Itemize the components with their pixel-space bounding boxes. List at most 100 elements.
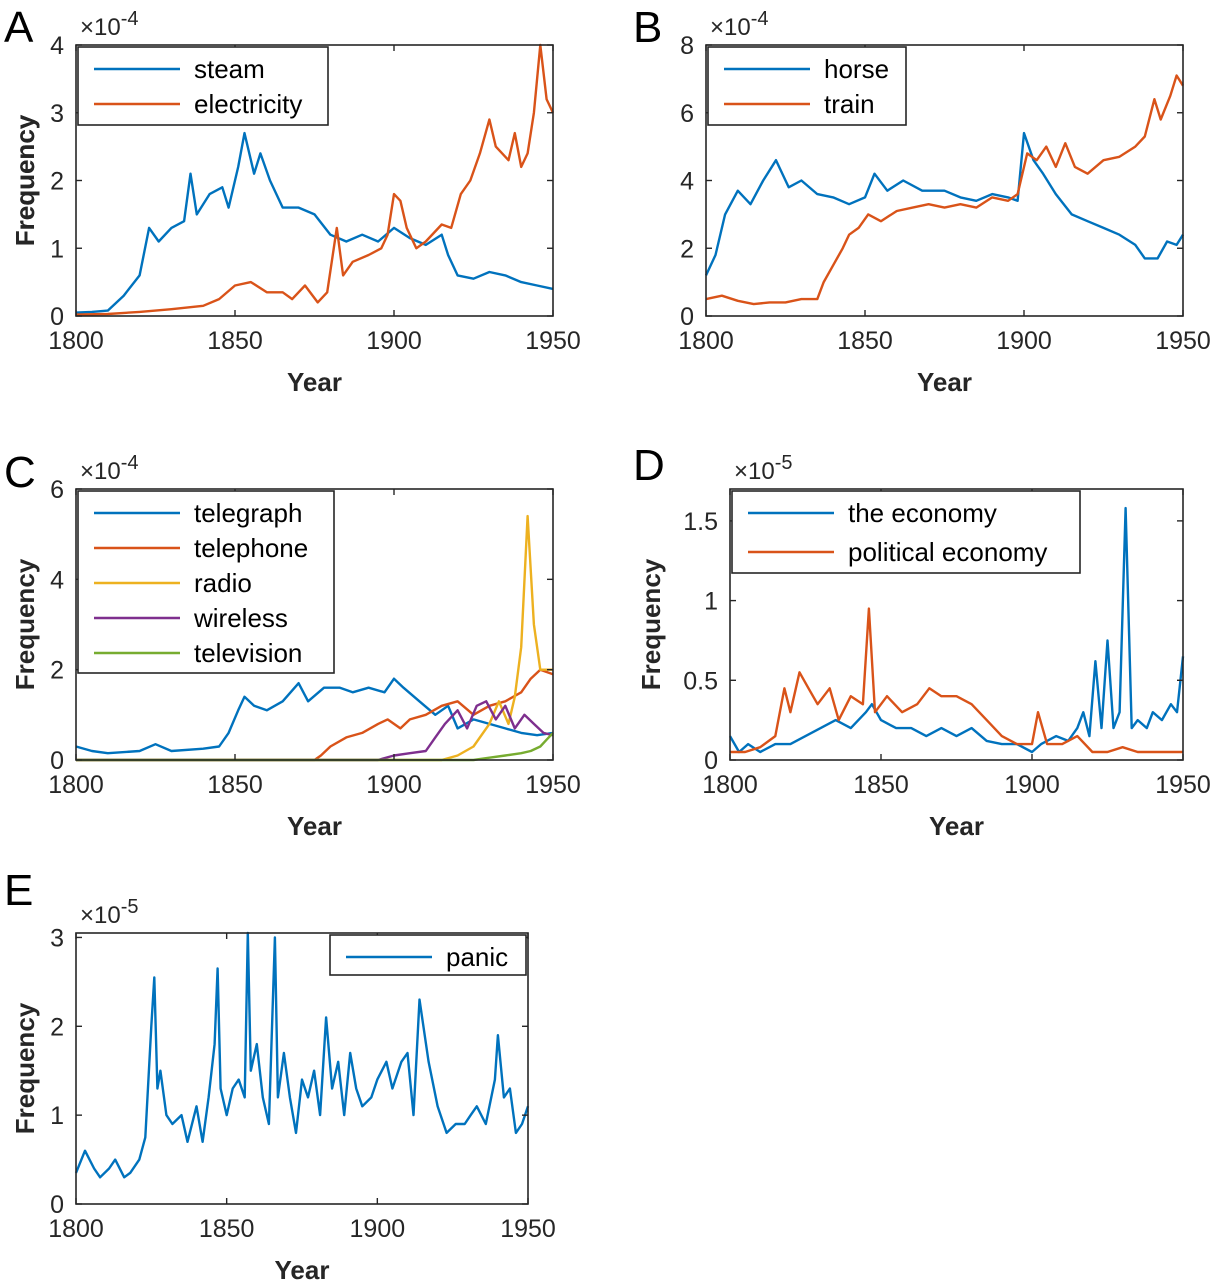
axis-exponent-power: -4 xyxy=(121,452,139,474)
x-tick-label: 1850 xyxy=(207,327,263,355)
legend-label-telephone: telephone xyxy=(194,533,308,563)
x-tick-label: 1950 xyxy=(525,771,581,799)
axes-box xyxy=(75,488,554,761)
y-tick-label: 2 xyxy=(50,168,64,196)
y-tick-label: 0 xyxy=(680,303,694,331)
y-axis-label: Frequency xyxy=(10,114,40,246)
panel-d: D 1800 1850 1900 1950 0 0.5 1 1.5 ×10-5 Year Freque… xyxy=(633,441,1211,841)
y-tick-label: 0 xyxy=(50,747,64,775)
legend-label-horse: horse xyxy=(824,54,889,84)
legend-label-radio: radio xyxy=(194,568,252,598)
panel-e: E 1800 1850 1900 1950 0 1 2 3 ×10-5 Year Frequency p… xyxy=(4,866,556,1280)
y-tick-label: 2 xyxy=(680,235,694,263)
legend-label-the-economy: the economy xyxy=(848,498,997,528)
x-tick-label: 1900 xyxy=(366,327,422,355)
axis-exponent-power: -5 xyxy=(121,896,139,918)
y-tick-label: 2 xyxy=(50,657,64,685)
axis-exponent: ×10-4 xyxy=(710,8,769,41)
legend-label-wireless: wireless xyxy=(193,603,288,633)
series-lines xyxy=(75,43,555,316)
y-tick-label: 0 xyxy=(50,303,64,331)
x-tick-label: 1800 xyxy=(48,1215,104,1243)
panel-letter: E xyxy=(4,866,33,915)
y-tick-label: 1 xyxy=(50,1102,64,1130)
legend-label-political-economy: political economy xyxy=(848,537,1047,567)
axis-exponent: ×10-5 xyxy=(80,896,139,929)
legend-box xyxy=(329,934,527,976)
legend-label-train: train xyxy=(824,89,875,119)
y-axis-label: Frequency xyxy=(10,558,40,690)
legend: telegraph telephone radio wireless televisio… xyxy=(77,490,335,674)
series-line-radio xyxy=(76,514,553,762)
y-tick-label: 3 xyxy=(50,924,64,952)
x-tick-label: 1950 xyxy=(1155,327,1211,355)
y-tick-label: 4 xyxy=(50,566,64,594)
legend-box xyxy=(707,46,907,126)
series-line-political-economy xyxy=(730,607,1183,754)
legend-label-television: television xyxy=(194,638,302,668)
panel-letter: D xyxy=(633,441,665,490)
series-lines xyxy=(75,514,554,762)
legend-label-panic: panic xyxy=(446,942,508,972)
x-axis-label: Year xyxy=(929,811,984,841)
series-line-steam xyxy=(75,131,554,314)
x-tick-label: 1850 xyxy=(837,327,893,355)
axis-exponent-base: ×10 xyxy=(734,458,775,485)
x-tick-label: 1800 xyxy=(48,327,104,355)
axis-exponent-base: ×10 xyxy=(80,458,121,485)
legend: the economy political economy xyxy=(731,490,1081,574)
series-line-train xyxy=(705,74,1185,306)
x-axis-label: Year xyxy=(917,367,972,397)
x-tick-label: 1850 xyxy=(853,771,909,799)
legend-label-electricity: electricity xyxy=(194,89,302,119)
x-tick-label: 1950 xyxy=(1155,771,1211,799)
series-line-telegraph xyxy=(75,677,554,755)
y-tick-label: 0 xyxy=(704,747,718,775)
series-line-wireless xyxy=(76,700,554,762)
x-tick-label: 1850 xyxy=(199,1215,255,1243)
y-tick-label: 1 xyxy=(704,588,718,616)
series-line-telephone xyxy=(76,668,554,762)
legend-label-steam: steam xyxy=(194,54,265,84)
panel-c: C 1800 1850 1900 1950 0 2 4 6 ×10-4 Year Frequency t… xyxy=(4,448,581,841)
y-axis-label: Frequency xyxy=(636,558,666,690)
x-tick-label: 1900 xyxy=(1004,771,1060,799)
x-tick-label: 1850 xyxy=(207,771,263,799)
series-lines xyxy=(74,931,530,1179)
panel-letter: B xyxy=(633,3,662,52)
y-axis-label: Frequency xyxy=(10,1002,40,1134)
axis-exponent: ×10-5 xyxy=(734,452,793,485)
series-line-panic xyxy=(74,931,530,1179)
axis-exponent-power: -5 xyxy=(775,452,793,474)
y-tick-label: 8 xyxy=(680,32,694,60)
axis-exponent-power: -4 xyxy=(121,8,139,30)
series-line-horse xyxy=(704,131,1185,276)
y-tick-label: 1.5 xyxy=(683,508,718,536)
x-axis-label: Year xyxy=(287,811,342,841)
panel-letter: C xyxy=(4,448,36,497)
y-tick-label: 4 xyxy=(50,32,64,60)
x-tick-label: 1800 xyxy=(48,771,104,799)
legend-box xyxy=(731,490,1081,574)
legend-box xyxy=(77,46,329,126)
axes-box xyxy=(729,488,1184,761)
x-tick-label: 1800 xyxy=(702,771,758,799)
y-tick-label: 0 xyxy=(50,1191,64,1219)
panel-a: A 1800 1850 1900 1950 0 1 2 3 4 ×10-4 Year Frequency… xyxy=(4,3,581,397)
x-axis-label: Year xyxy=(287,367,342,397)
y-tick-label: 4 xyxy=(680,168,694,196)
axes-box xyxy=(75,932,529,1205)
y-tick-label: 3 xyxy=(50,100,64,128)
axis-exponent-base: ×10 xyxy=(80,902,121,929)
legend: panic xyxy=(329,934,527,976)
y-tick-label: 1 xyxy=(50,235,64,263)
y-tick-label: 0.5 xyxy=(683,667,718,695)
legend: horse train xyxy=(707,46,907,126)
axis-exponent: ×10-4 xyxy=(80,452,139,485)
x-axis-label: Year xyxy=(275,1255,330,1280)
series-lines xyxy=(704,74,1185,306)
x-tick-label: 1900 xyxy=(996,327,1052,355)
axis-exponent: ×10-4 xyxy=(80,8,139,41)
